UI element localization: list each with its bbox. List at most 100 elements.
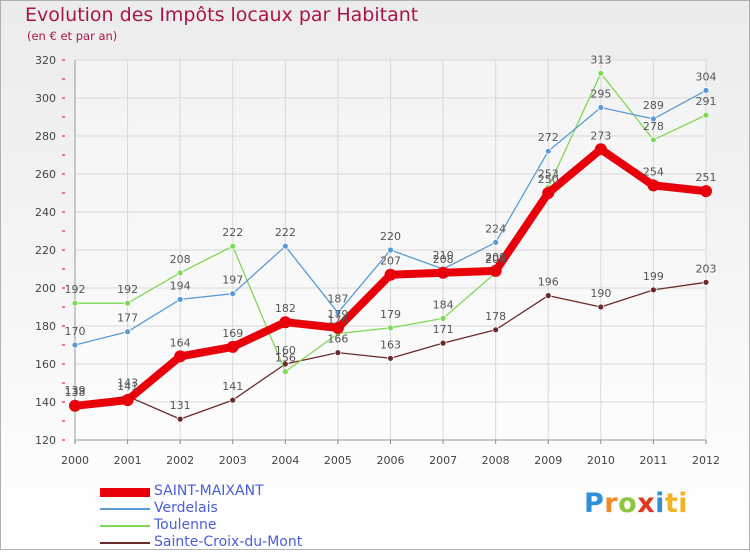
data-point <box>544 292 552 300</box>
y-tick-label: 120 <box>35 434 56 447</box>
chart-title: Evolution des Impôts locaux par Habitant <box>25 4 419 26</box>
data-point <box>650 115 657 123</box>
data-label: 192 <box>117 283 138 296</box>
data-label: 210 <box>433 249 454 262</box>
logo-letter: o <box>618 488 638 519</box>
data-point <box>439 339 447 347</box>
data-point <box>226 340 239 353</box>
data-label: 304 <box>696 70 717 83</box>
x-tick-label: 2003 <box>219 454 247 467</box>
legend-label: Verdelais <box>154 500 218 516</box>
y-tick-label: 180 <box>35 320 56 333</box>
data-label: 179 <box>327 308 348 321</box>
data-label: 208 <box>170 253 191 266</box>
data-label: 176 <box>327 314 348 327</box>
data-point <box>437 266 450 279</box>
data-label: 182 <box>275 302 296 315</box>
legend-item: Verdelais <box>100 500 400 518</box>
y-tick-label: 200 <box>35 282 56 295</box>
data-point <box>281 242 289 250</box>
data-point <box>281 368 289 376</box>
data-label: 166 <box>327 333 348 346</box>
logo-letter: P <box>584 488 605 519</box>
data-label: 253 <box>538 167 559 180</box>
data-label: 273 <box>590 129 611 142</box>
y-tick-label: 260 <box>35 168 56 181</box>
data-label: 143 <box>117 376 138 389</box>
data-point <box>176 269 184 277</box>
x-tick-label: 2005 <box>324 454 352 467</box>
data-point <box>229 290 237 298</box>
data-point <box>334 349 342 357</box>
y-tick-label: 220 <box>35 244 56 257</box>
data-point <box>121 394 134 407</box>
x-tick-label: 2011 <box>639 454 667 467</box>
x-tick-label: 2000 <box>61 454 89 467</box>
data-point <box>489 264 502 277</box>
data-label: 278 <box>643 120 664 133</box>
data-point <box>702 111 710 119</box>
legend-item: Sainte-Croix-du-Mont <box>100 534 400 552</box>
y-tick-label: 300 <box>35 92 56 105</box>
data-label: 254 <box>643 165 664 178</box>
data-label: 289 <box>643 99 664 112</box>
x-tick-label: 2001 <box>114 454 142 467</box>
x-tick-label: 2010 <box>587 454 615 467</box>
data-label: 160 <box>275 344 296 357</box>
legend-swatch <box>100 525 150 527</box>
chart-subtitle: (en € et par an) <box>27 29 118 43</box>
data-label: 139 <box>65 384 86 397</box>
data-label: 138 <box>65 386 86 399</box>
proxiti-logo: Proxiti <box>584 488 688 519</box>
x-tick-label: 2007 <box>429 454 457 467</box>
x-tick-label: 2006 <box>377 454 405 467</box>
data-point <box>492 238 500 246</box>
data-label: 208 <box>433 253 454 266</box>
x-tick-label: 2008 <box>482 454 510 467</box>
x-tick-label: 2004 <box>271 454 299 467</box>
data-point <box>700 185 712 198</box>
legend-label: Sainte-Croix-du-Mont <box>154 534 303 550</box>
data-label: 196 <box>538 276 559 289</box>
legend-item: SAINT-MAIXANT <box>100 483 400 501</box>
data-label: 171 <box>433 323 454 336</box>
data-label: 291 <box>696 95 717 108</box>
data-label: 209 <box>485 251 506 264</box>
data-point <box>702 278 710 286</box>
legend-swatch <box>100 508 150 510</box>
data-label: 190 <box>590 287 611 300</box>
data-point <box>542 187 555 199</box>
data-label: 250 <box>538 173 559 186</box>
y-tick-label: 280 <box>35 130 56 143</box>
data-point <box>384 268 397 281</box>
x-tick-label: 2002 <box>166 454 194 467</box>
legend-swatch <box>100 542 150 544</box>
data-point <box>387 246 394 254</box>
data-label: 199 <box>643 270 664 283</box>
y-tick-label: 240 <box>35 206 56 219</box>
data-label: 222 <box>275 226 296 239</box>
data-point <box>594 143 607 156</box>
data-point <box>71 341 79 349</box>
data-label: 163 <box>380 338 401 351</box>
legend-swatch <box>100 487 150 497</box>
data-point <box>334 309 342 317</box>
y-tick-label: 140 <box>35 396 56 409</box>
legend: SAINT-MAIXANT Verdelais Toulenne Sainte-Cro… <box>100 483 400 552</box>
data-point <box>387 324 394 332</box>
data-label: 295 <box>590 88 611 101</box>
y-tick-label: 320 <box>35 54 56 67</box>
data-label: 203 <box>696 262 717 275</box>
data-point <box>492 326 500 334</box>
data-point <box>71 299 79 307</box>
x-tick-label: 2012 <box>692 454 720 467</box>
data-point <box>69 399 81 412</box>
data-point <box>229 396 237 404</box>
data-label: 313 <box>590 53 611 66</box>
data-point <box>176 295 184 303</box>
data-label: 208 <box>485 253 506 266</box>
data-label: 179 <box>380 308 401 321</box>
data-point <box>387 354 394 362</box>
data-label: 156 <box>275 352 296 365</box>
